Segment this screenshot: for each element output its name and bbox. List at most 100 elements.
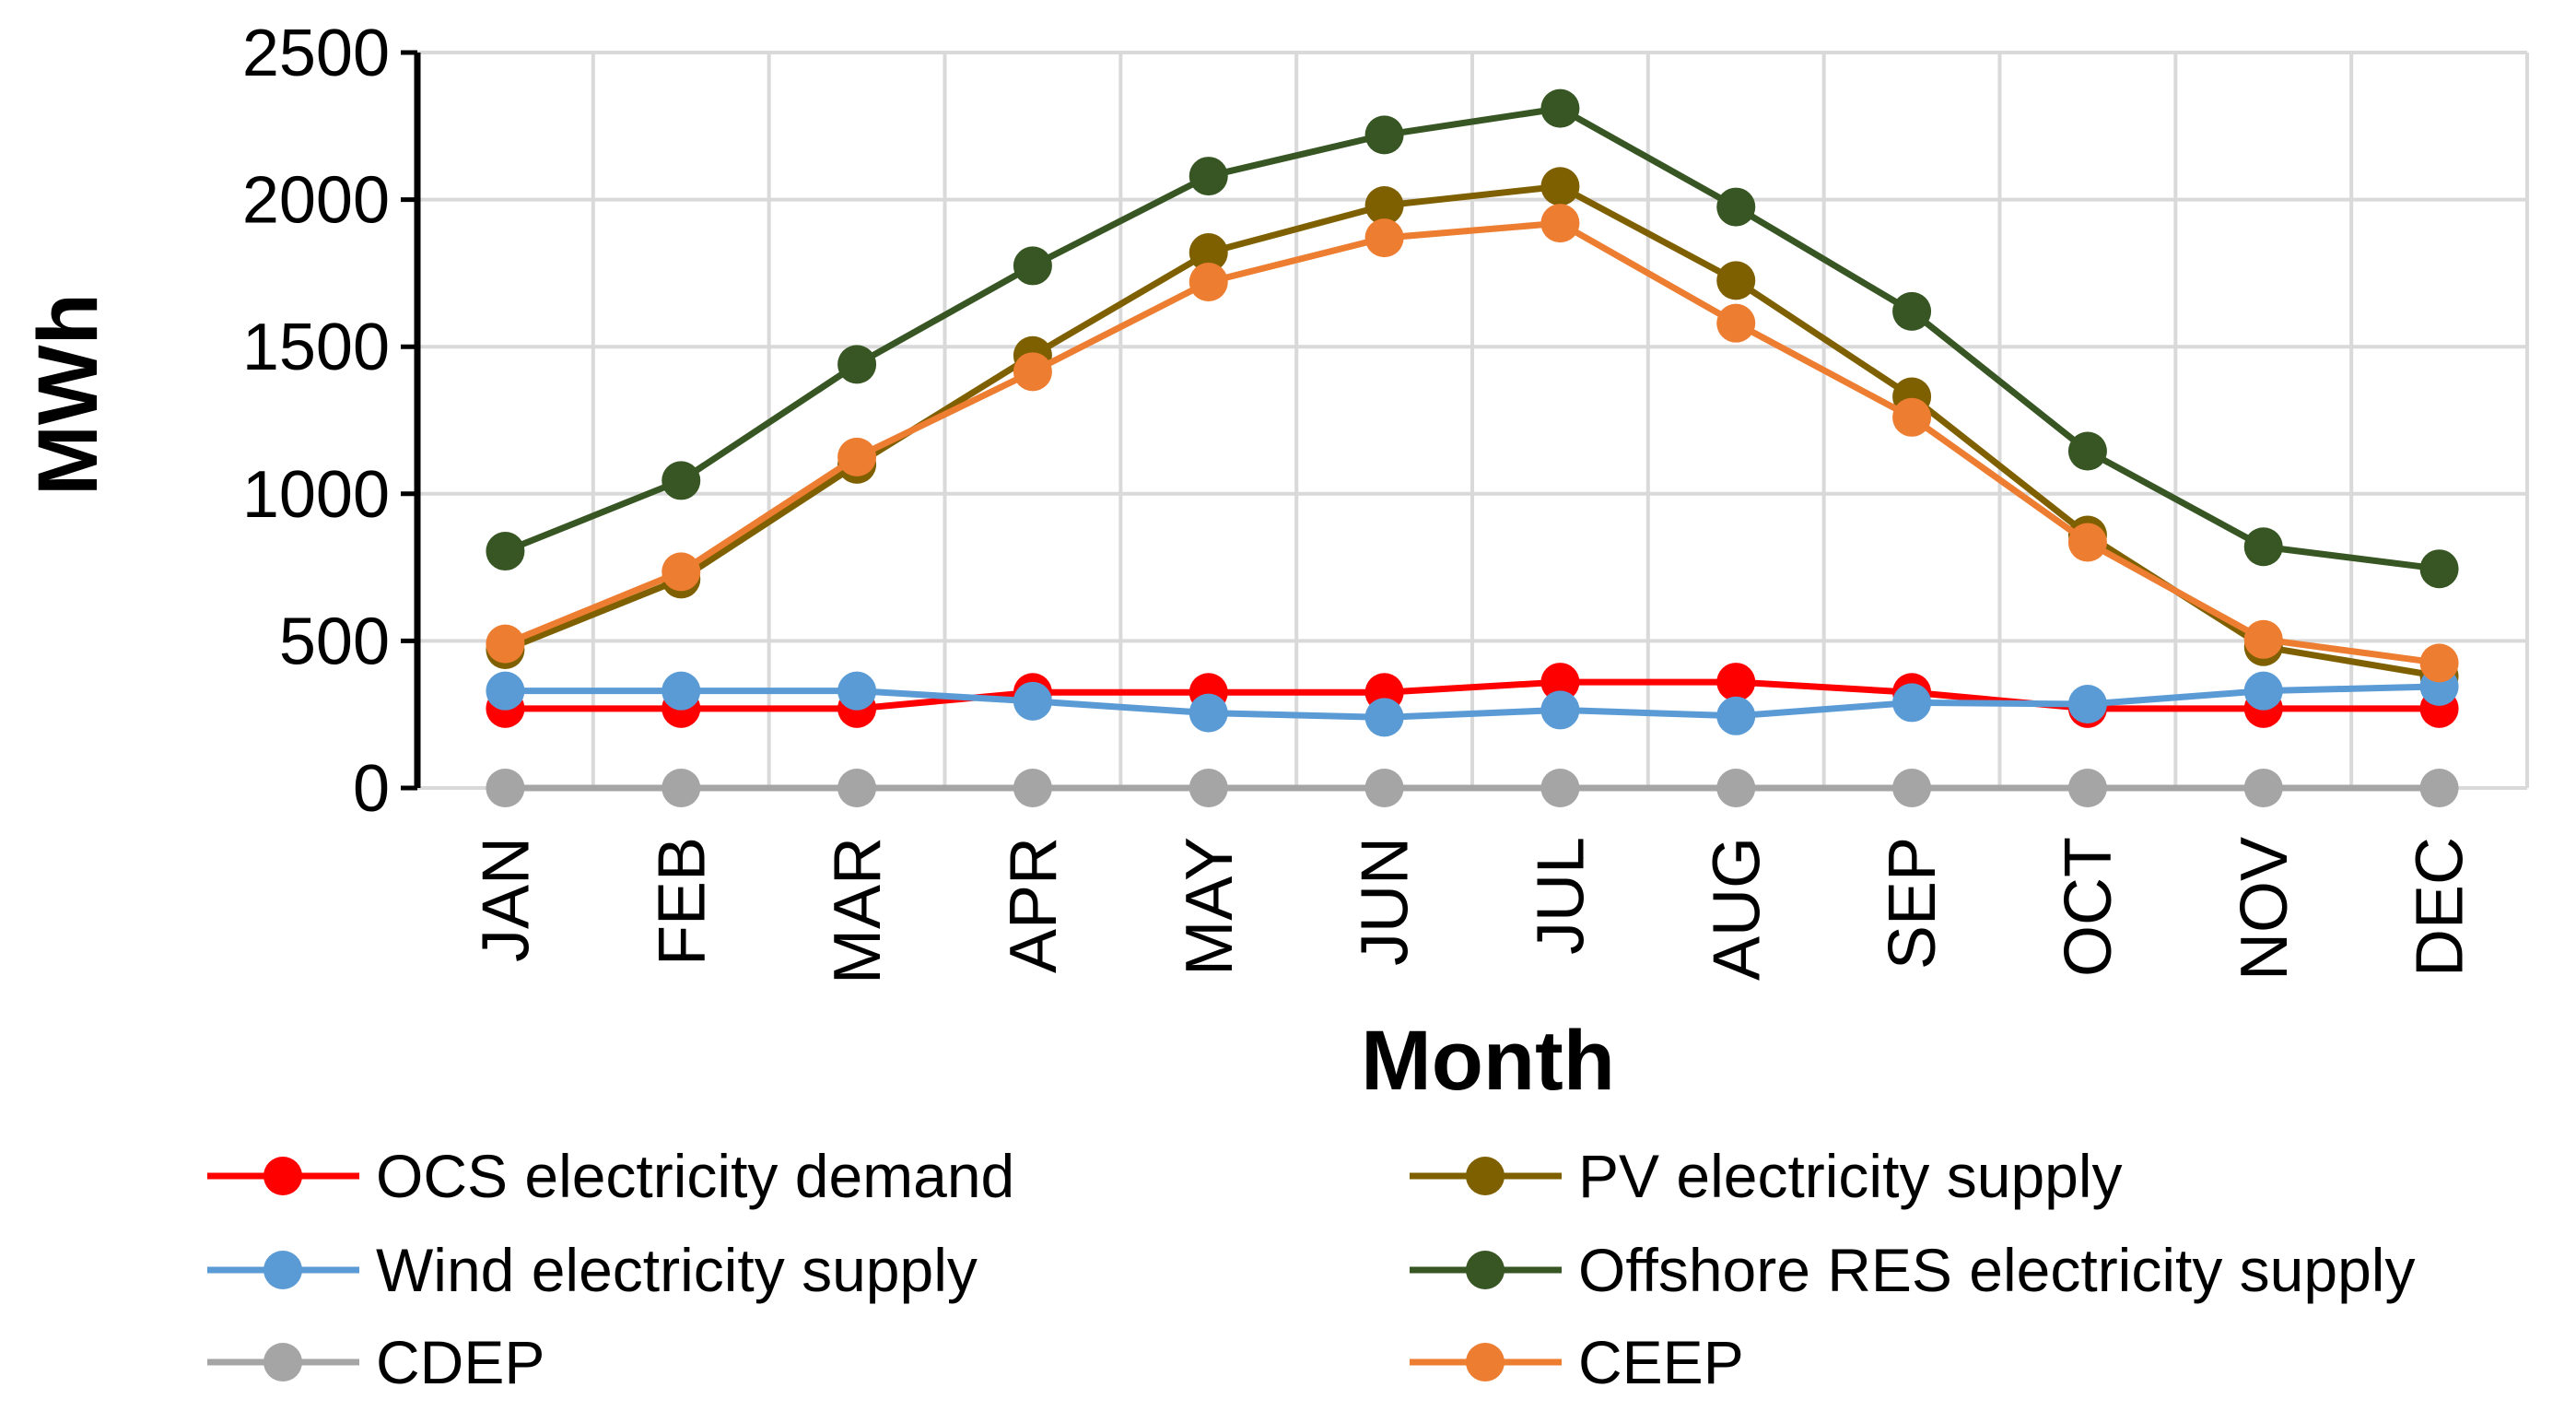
data-point — [837, 769, 877, 807]
legend-item: PV electricity supply — [1410, 1142, 2123, 1210]
legend-item: CDEP — [207, 1328, 544, 1396]
data-point — [1540, 690, 1580, 730]
grid-lines — [401, 50, 2529, 791]
series-line — [504, 219, 2441, 666]
legend-marker — [1466, 1251, 1505, 1289]
x-tick-label: JUN — [1349, 837, 1423, 966]
legend: OCS electricity demand PV electricity sup… — [207, 1142, 2415, 1396]
x-tick-label: OCT — [2052, 837, 2125, 977]
data-point — [1716, 663, 1756, 702]
legend-marker — [263, 1251, 302, 1289]
data-point — [2243, 619, 2283, 659]
data-point — [1013, 769, 1052, 807]
legend-label: OCS electricity demand — [376, 1142, 1014, 1210]
data-point — [1188, 693, 1228, 733]
data-point — [2419, 549, 2459, 589]
y-axis-title: MWh — [21, 293, 115, 496]
data-point — [1716, 769, 1756, 807]
data-point — [1892, 769, 1932, 807]
x-tick-label: NOV — [2228, 837, 2301, 981]
data-point — [1540, 769, 1580, 807]
series-group — [486, 204, 2459, 683]
data-point — [2419, 769, 2459, 807]
data-point — [2067, 523, 2107, 562]
legend-label: Offshore RES electricity supply — [1578, 1236, 2415, 1304]
data-point — [837, 345, 877, 384]
y-tick-label: 0 — [353, 752, 390, 826]
data-point — [837, 437, 877, 476]
data-point — [1540, 204, 1580, 243]
legend-marker — [263, 1343, 302, 1382]
data-point — [2067, 685, 2107, 724]
series-line — [505, 683, 2440, 721]
data-point — [1364, 698, 1404, 737]
legend-item: Offshore RES electricity supply — [1410, 1236, 2415, 1304]
data-point — [1364, 769, 1404, 807]
data-point — [2243, 527, 2283, 567]
series-group — [486, 88, 2459, 589]
x-tick-label: JAN — [469, 837, 543, 962]
y-tick-label: 1500 — [242, 311, 390, 384]
data-point — [1364, 115, 1404, 155]
y-tick-label: 2000 — [242, 164, 390, 238]
data-point — [662, 461, 701, 500]
data-point — [2067, 769, 2107, 807]
data-point — [486, 671, 525, 711]
series-group — [486, 666, 2459, 737]
legend-marker — [263, 1157, 302, 1195]
data-point — [486, 769, 525, 807]
data-point — [1540, 88, 1580, 128]
data-point — [1188, 157, 1228, 196]
data-point — [1188, 769, 1228, 807]
x-tick-label: MAR — [821, 837, 895, 984]
data-point — [1892, 291, 1932, 331]
data-point — [1013, 246, 1052, 286]
x-tick-label: DEC — [2404, 837, 2477, 977]
series-group — [486, 769, 2459, 807]
data-point — [2243, 671, 2283, 711]
y-tick-label: 2500 — [242, 17, 390, 90]
x-tick-label: FEB — [645, 837, 719, 966]
data-point — [486, 624, 525, 664]
legend-item: CEEP — [1410, 1328, 1744, 1396]
x-axis-title: Month — [1361, 1014, 1615, 1108]
data-point — [1892, 683, 1932, 723]
series-line — [504, 182, 2441, 680]
y-axis-tick-labels: 0 500 1000 1500 2000 2500 — [242, 17, 390, 826]
data-point — [662, 552, 701, 592]
x-tick-label: JUL — [1524, 837, 1598, 955]
legend-label: Wind electricity supply — [376, 1236, 978, 1304]
series-lines — [486, 88, 2459, 807]
data-point — [2243, 769, 2283, 807]
legend-label: PV electricity supply — [1578, 1142, 2123, 1210]
legend-marker — [1466, 1343, 1505, 1382]
legend-item: OCS electricity demand — [207, 1142, 1014, 1210]
data-point — [1188, 262, 1228, 301]
y-tick-label: 1000 — [242, 458, 390, 532]
data-point — [1188, 233, 1228, 273]
data-point — [486, 532, 525, 571]
data-point — [1716, 261, 1756, 300]
data-point — [2067, 431, 2107, 471]
data-point — [1716, 696, 1756, 735]
data-point — [2419, 643, 2459, 683]
legend-label: CEEP — [1578, 1328, 1744, 1396]
data-point — [1364, 218, 1404, 258]
legend-item: Wind electricity supply — [207, 1236, 978, 1304]
data-point — [1013, 681, 1052, 721]
data-point — [1364, 185, 1404, 225]
data-point — [1540, 167, 1580, 206]
legend-marker — [1466, 1157, 1505, 1195]
x-tick-label: APR — [997, 837, 1071, 973]
data-point — [1892, 397, 1932, 437]
legend-label: CDEP — [376, 1328, 544, 1396]
x-tick-label: SEP — [1876, 837, 1950, 970]
data-point — [1540, 663, 1580, 702]
data-point — [1716, 187, 1756, 227]
series-line — [505, 678, 2440, 712]
data-point — [662, 769, 701, 807]
series-line — [504, 105, 2441, 572]
y-tick-label: 500 — [279, 605, 390, 678]
x-tick-label: AUG — [1700, 837, 1774, 981]
